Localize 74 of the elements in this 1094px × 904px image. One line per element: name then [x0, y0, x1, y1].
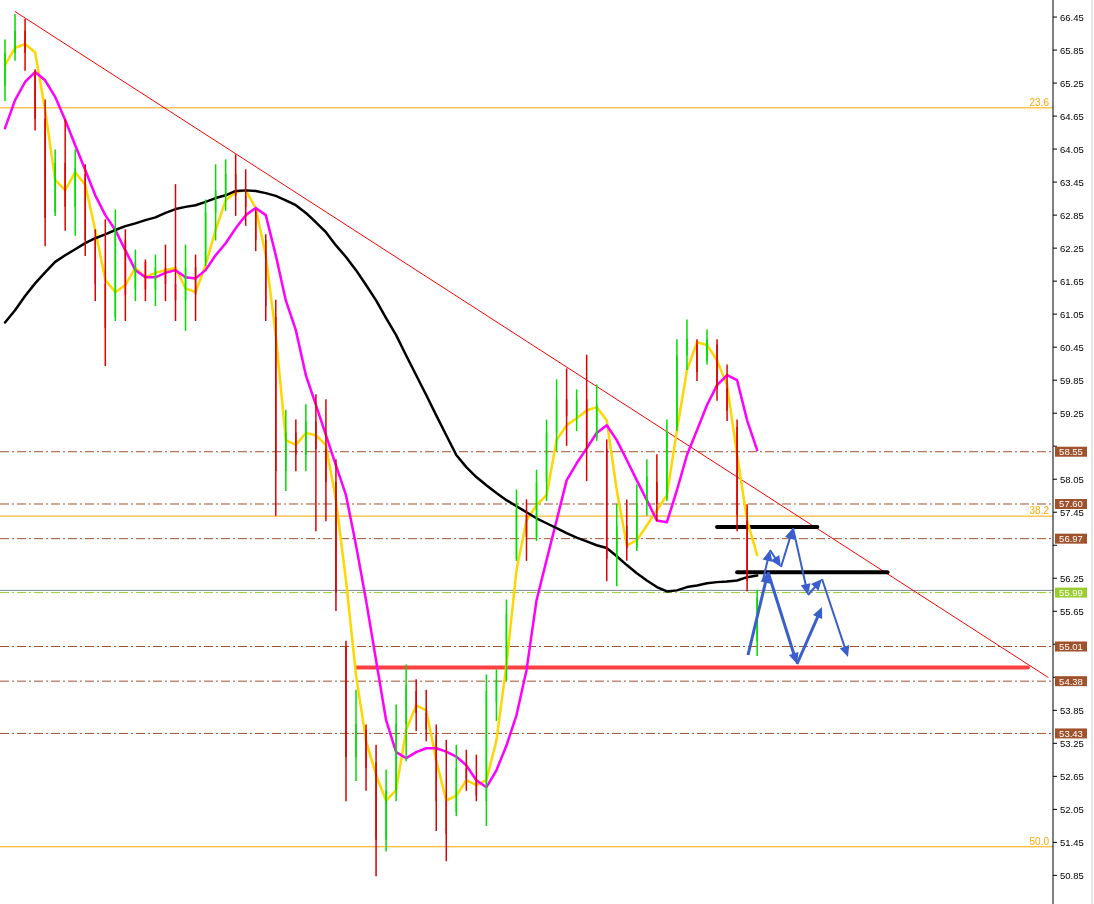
y-tick-label: 66.45 — [1060, 12, 1084, 24]
candlestick — [375, 744, 377, 877]
candlestick — [345, 640, 347, 802]
annotation: 50.0 — [1029, 835, 1050, 847]
candlestick — [716, 339, 718, 401]
y-tick-label: 53.85 — [1060, 705, 1084, 717]
candlestick — [405, 664, 407, 762]
y-tick-label: 62.85 — [1060, 210, 1084, 222]
annotation: 38.2 — [1029, 505, 1050, 517]
candlestick — [54, 149, 56, 216]
candlestick — [726, 364, 728, 422]
y-tick-label: 50.85 — [1060, 870, 1084, 882]
candlestick — [696, 339, 698, 381]
candlestick — [616, 504, 618, 587]
y-tick-label: 56.25 — [1060, 573, 1084, 585]
candlestick — [44, 99, 46, 247]
y-tick-label: 59.25 — [1060, 408, 1084, 420]
y-tick-label: 55.65 — [1060, 606, 1084, 618]
candlestick — [736, 419, 738, 532]
candlestick — [706, 329, 708, 365]
candlestick — [275, 299, 277, 516]
y-tick-label: 64.05 — [1060, 144, 1084, 156]
candlestick — [84, 164, 86, 257]
candlestick — [24, 19, 26, 71]
candlestick — [626, 499, 628, 561]
candlestick — [74, 149, 76, 236]
candlestick — [265, 234, 267, 321]
y-tick-label: 51.45 — [1060, 837, 1084, 849]
candlestick — [686, 319, 688, 370]
candlestick — [64, 119, 66, 231]
candlestick — [435, 724, 437, 832]
candlestick — [315, 394, 317, 532]
ref-line-label: 58.55 — [1059, 446, 1083, 458]
y-tick-label: 59.85 — [1060, 375, 1084, 387]
y-tick-label: 52.05 — [1060, 804, 1084, 816]
candlestick — [355, 689, 357, 781]
candlestick — [636, 484, 638, 551]
candlestick — [666, 419, 668, 501]
y-tick-label: 61.05 — [1060, 309, 1084, 321]
candlestick — [415, 679, 417, 731]
ref-line-label: 56.97 — [1059, 533, 1083, 545]
y-tick-label: 61.65 — [1060, 276, 1084, 288]
candlestick — [14, 14, 16, 61]
ref-line-label: 55.01 — [1059, 641, 1083, 652]
y-tick-label: 57.45 — [1060, 507, 1084, 519]
candlestick — [656, 454, 658, 522]
y-tick-label: 63.45 — [1060, 177, 1084, 189]
candlestick — [295, 419, 297, 472]
candlestick — [335, 459, 337, 611]
y-tick-label: 53.25 — [1060, 738, 1084, 750]
y-tick-label: 58.05 — [1060, 474, 1084, 486]
candlestick — [646, 459, 648, 516]
ref-line-label: 57.60 — [1059, 498, 1083, 510]
ref-line-label: 54.38 — [1059, 675, 1083, 687]
candlestick — [395, 704, 397, 802]
y-tick-label: 62.25 — [1060, 243, 1084, 255]
annotation: 23.6 — [1029, 96, 1050, 108]
y-tick-label: 65.25 — [1060, 78, 1084, 90]
candlestick — [34, 69, 36, 131]
ref-line-label: 53.43 — [1059, 727, 1083, 739]
candlestick — [385, 769, 387, 852]
y-tick-label: 60.45 — [1060, 342, 1084, 354]
candlestick — [425, 689, 427, 742]
y-tick-label: 64.65 — [1060, 111, 1084, 123]
candlestick — [365, 724, 367, 791]
candlestick — [305, 404, 307, 472]
y-tick-label: 65.85 — [1060, 45, 1084, 57]
candlestick — [285, 409, 287, 491]
candlestick — [746, 504, 748, 592]
candlestick — [4, 39, 6, 101]
y-tick-label: 52.65 — [1060, 771, 1084, 783]
ref-line-label: 55.99 — [1059, 587, 1083, 599]
candlestick — [325, 399, 327, 522]
candlestick — [676, 339, 678, 432]
